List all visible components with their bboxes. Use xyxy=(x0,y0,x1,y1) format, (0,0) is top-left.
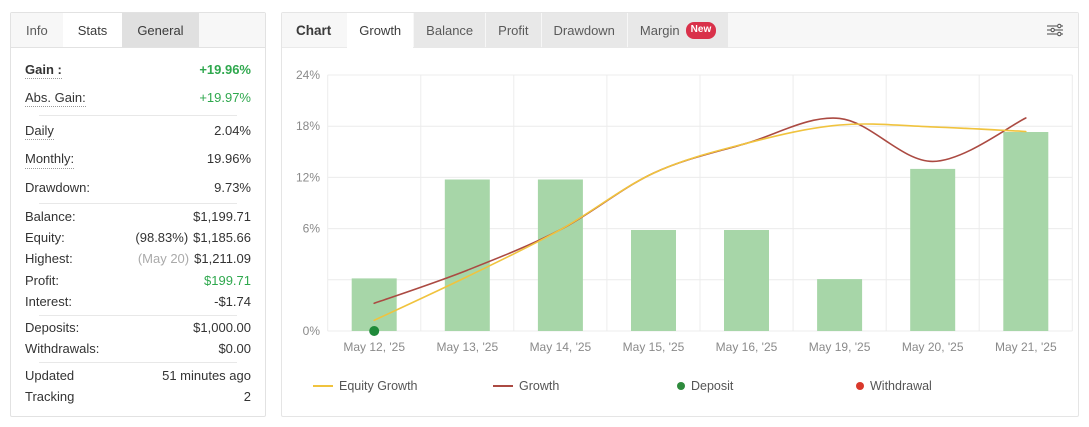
svg-text:12%: 12% xyxy=(296,170,320,184)
svg-text:May 20, '25: May 20, '25 xyxy=(902,340,964,354)
svg-text:0%: 0% xyxy=(303,324,321,338)
svg-text:May 16, '25: May 16, '25 xyxy=(716,340,778,354)
svg-text:18%: 18% xyxy=(296,119,320,133)
svg-text:May 14, '25: May 14, '25 xyxy=(530,340,592,354)
svg-text:May 12, '25: May 12, '25 xyxy=(343,340,405,354)
svg-text:May 19, '25: May 19, '25 xyxy=(809,340,871,354)
svg-text:6%: 6% xyxy=(303,222,321,236)
svg-text:May 15, '25: May 15, '25 xyxy=(623,340,685,354)
svg-text:May 13, '25: May 13, '25 xyxy=(436,340,498,354)
svg-text:24%: 24% xyxy=(296,68,320,82)
svg-text:May 21, '25: May 21, '25 xyxy=(995,340,1057,354)
